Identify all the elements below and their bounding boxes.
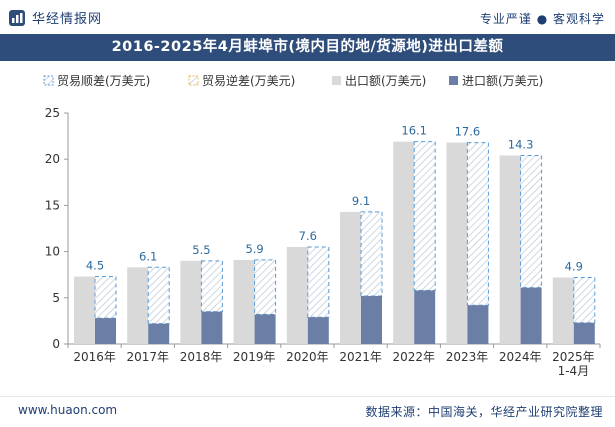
import-bar [254,314,276,344]
import-bar [520,287,542,344]
export-bar [340,211,361,344]
import-bar [573,322,595,344]
surplus-box [360,211,383,297]
bars [74,141,596,344]
x-tick-label: 2022年 [393,350,436,364]
surplus-box [94,276,117,319]
export-bar [127,267,149,344]
x-tick-label: 2017年 [127,350,170,364]
surplus-value-label: 14.3 [508,138,534,152]
export-bar [393,141,415,344]
surplus-value-label: 17.6 [455,125,481,139]
surplus-value-label: 7.6 [299,229,317,243]
export-bar [499,155,521,344]
legend-label: 进口额(万美元) [462,74,543,88]
surplus-value-label: 4.9 [565,259,583,273]
x-tick-label: 2023年 [446,350,489,364]
surplus-box [520,155,543,289]
legend: 贸易顺差(万美元) 贸易逆差(万美元) 出口额(万美元) 进口额(万美元) [43,73,543,88]
export-bar [74,276,95,344]
x-tick-label: 2020年 [286,350,329,364]
website-link[interactable]: www.huaon.com [18,403,118,417]
import-bar [361,295,382,344]
surplus-box [466,142,489,306]
surplus-box [254,259,277,315]
surplus-box [573,276,596,324]
x-tick-label: 2019年 [233,350,276,364]
x-tick-label: 2021年 [339,350,382,364]
slogan: 专业严谨 ● 客观科学 [479,12,605,26]
x-tick-label: 1-4月 [558,364,590,378]
import-bar [414,290,436,344]
y-tick-label: 20 [45,152,60,166]
x-tick-label: 2018年 [180,350,223,364]
import-bar [95,318,116,344]
legend-swatch [449,76,458,85]
top-bar: 华经情报网 专业严谨 ● 客观科学 [0,0,615,34]
surplus-box [200,260,223,313]
x-tick-label: 2025年 [552,350,595,364]
data-labels: 4.5 6.1 5.5 5.9 7.6 9.1 16.1 17.6 14.3 4.9 [86,124,583,274]
surplus-value-label: 4.5 [86,259,104,273]
legend-label: 贸易顺差(万美元) [57,74,150,88]
x-tick-label: 2016年 [73,350,116,364]
export-bar [286,246,308,344]
legend-label: 出口额(万美元) [345,74,426,88]
chart: 贸易顺差(万美元) 贸易逆差(万美元) 出口额(万美元) 进口额(万美元) 0 5 10 1… [43,73,601,378]
footer-divider [0,396,615,397]
import-bar [148,323,170,344]
x-tick-label: 2024年 [499,350,542,364]
legend-swatch [332,76,341,85]
import-bar [467,305,489,344]
y-tick-label: 5 [52,291,60,305]
surplus-value-label: 16.1 [401,124,427,138]
axes: 0 5 10 15 20 25 2016年 2017年 2018年 2019年 2020年 2021年… [45,106,601,378]
data-source: 数据来源：中国海关，华经产业研究院整理 [365,405,603,419]
brand-name: 华经情报网 [32,12,103,27]
import-bar [201,311,223,344]
export-bar [180,260,202,344]
surplus-box [307,246,330,318]
surplus-value-label: 5.9 [245,242,263,256]
brand[interactable]: 华经情报网 [8,8,102,27]
y-tick-label: 15 [45,198,60,212]
surplus-value-label: 9.1 [352,194,370,208]
legend-label: 贸易逆差(万美元) [202,73,295,88]
y-tick-label: 25 [45,106,60,120]
export-bar [233,259,255,344]
surplus-value-label: 6.1 [139,249,157,263]
export-bar [446,142,468,344]
surplus-box [413,141,436,291]
legend-swatch [188,75,199,86]
y-tick-label: 0 [52,337,60,351]
chart-title: 2016-2025年4月蚌埠市(境内目的地/货源地)进出口差额 [0,34,615,61]
export-bar [552,277,574,344]
surplus-value-label: 5.5 [192,243,210,257]
y-tick-label: 10 [45,245,60,259]
surplus-box [147,266,170,325]
legend-swatch [43,75,54,86]
import-bar [307,317,329,344]
huajing-logo-icon [9,9,25,26]
